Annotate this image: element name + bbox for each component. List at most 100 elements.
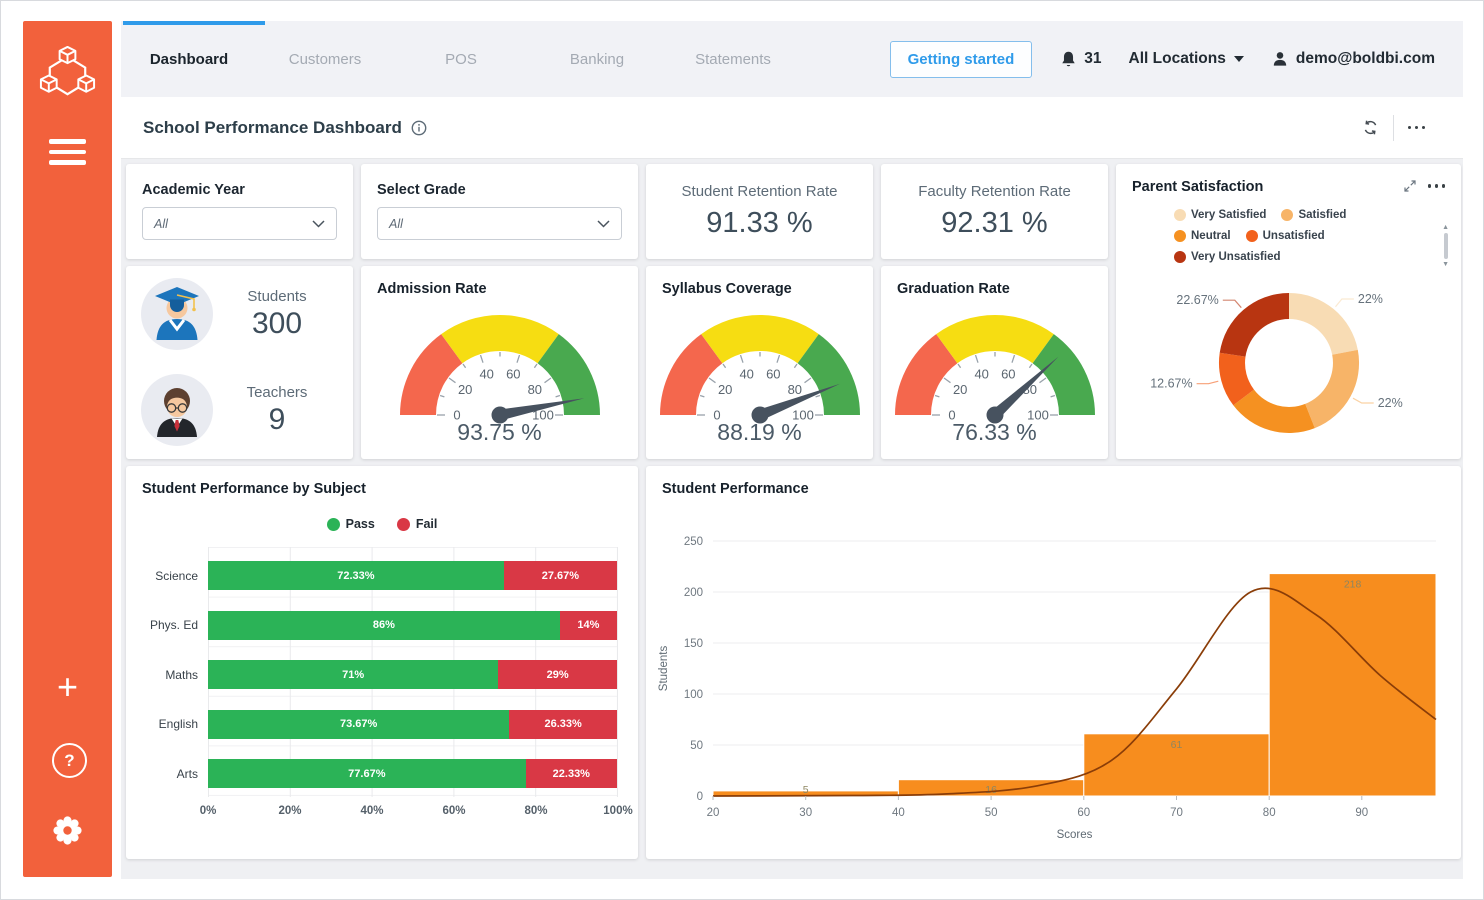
subject-bar-row: Science 72.33% 27.67%: [155, 561, 617, 590]
donut-slice: [1232, 389, 1315, 433]
histogram-chart[interactable]: 0 50 100 150 200 250 5 16 61 218 20 30 40 50 60 70 80 90 S…: [651, 499, 1456, 857]
svg-text:60: 60: [506, 367, 520, 382]
donut-slice: [1218, 352, 1254, 406]
widget-title: Student Performance by Subject: [142, 481, 366, 497]
widget-more-icon[interactable]: [1427, 184, 1445, 188]
fail-bar-segment[interactable]: 14%: [559, 610, 617, 640]
x-axis-title: Scores: [1057, 829, 1093, 841]
location-selector[interactable]: All Locations: [1129, 50, 1244, 68]
add-icon[interactable]: +: [56, 666, 79, 707]
legend-scrollbar[interactable]: ▲ ▼: [1442, 224, 1449, 268]
gauge-band: [894, 334, 957, 415]
filter-academic-year: Academic Year All: [126, 164, 353, 259]
donut-legend: Very Satisfied Satisfied Neutral Unsatisfie…: [1174, 209, 1414, 263]
legend-item-fail[interactable]: Fail: [396, 517, 438, 531]
tab-pos[interactable]: POS: [445, 50, 477, 68]
legend-item[interactable]: Very Satisfied: [1174, 209, 1266, 221]
bar-value-label: 218: [1344, 579, 1362, 591]
tab-customers[interactable]: Customers: [288, 50, 362, 68]
donut-chart[interactable]: 22% 22% 12.67% 22.67%: [1119, 271, 1459, 456]
gauge-needle: [498, 398, 584, 421]
gauge-needle: [757, 383, 840, 421]
grade-select[interactable]: All: [377, 207, 622, 240]
caret-down-icon: [1233, 56, 1244, 62]
dashboard-header: School Performance Dashboard: [121, 97, 1463, 159]
donut-slice-label: 22.67%: [1176, 293, 1218, 307]
donut-slice-label: 22%: [1377, 396, 1402, 410]
settings-gear-icon[interactable]: [50, 813, 85, 848]
refresh-icon[interactable]: [1348, 113, 1393, 142]
pass-bar-segment[interactable]: 77.67%: [208, 759, 526, 789]
tab-dashboard[interactable]: Dashboard: [121, 21, 265, 97]
x-axis-labels: 0% 20% 40% 60% 80% 100%: [200, 805, 633, 821]
hamburger-menu-icon[interactable]: [49, 139, 86, 171]
tab-banking[interactable]: Banking: [569, 50, 625, 68]
svg-text:0: 0: [713, 408, 720, 423]
legend-item[interactable]: Neutral: [1174, 230, 1231, 242]
scrollbar-thumb[interactable]: [1443, 233, 1448, 259]
subject-bar-track: 72.33% 27.67%: [208, 561, 617, 590]
legend-dot-icon: [1174, 230, 1186, 242]
notifications-button[interactable]: 31: [1059, 50, 1102, 69]
svg-text:80: 80: [787, 382, 801, 397]
gauge-band: [797, 334, 860, 415]
stacked-bar-plot[interactable]: Science 72.33% 27.67% Phys. Ed 86% 14% Maths 71…: [150, 547, 618, 797]
scroll-down-icon[interactable]: ▼: [1442, 261, 1449, 268]
count-value: 300: [251, 306, 303, 340]
widget-title: Admission Rate: [377, 281, 487, 297]
widget-title: Parent Satisfaction: [1132, 179, 1264, 195]
fail-bar-segment[interactable]: 22.33%: [525, 759, 617, 789]
legend-item[interactable]: Unsatisfied: [1245, 230, 1325, 242]
pass-bar-segment[interactable]: 72.33%: [208, 561, 504, 590]
legend-item[interactable]: Satisfied: [1281, 209, 1346, 221]
y-tick-label: 200: [684, 587, 703, 599]
legend-label: Satisfied: [1298, 209, 1347, 221]
kpi-faculty-retention: Faculty Retention Rate 92.31 %: [881, 164, 1108, 259]
bar-value-label: 61: [1171, 739, 1183, 751]
x-axis-tick-label: 0%: [199, 805, 217, 817]
svg-text:20: 20: [717, 382, 731, 397]
nav-tabs: Dashboard Customers POS Banking Statemen…: [121, 21, 801, 97]
legend-label: Fail: [415, 517, 438, 531]
getting-started-button[interactable]: Getting started: [889, 40, 1033, 78]
legend-item[interactable]: Very Unsatisfied: [1174, 251, 1280, 263]
select-value: All: [154, 216, 168, 231]
fail-bar-segment[interactable]: 29%: [498, 660, 617, 690]
y-tick-label: 100: [684, 689, 703, 701]
x-axis-tick-label: 40%: [360, 805, 384, 817]
pass-bar-segment[interactable]: 86%: [208, 610, 560, 640]
help-icon[interactable]: ?: [52, 743, 87, 778]
student-avatar: [141, 278, 213, 350]
filter-label: Academic Year: [142, 182, 245, 198]
widget-title: Syllabus Coverage: [662, 281, 792, 297]
x-tick-label: 50: [985, 807, 998, 819]
legend-label: Neutral: [1191, 230, 1231, 242]
more-options-icon[interactable]: [1394, 120, 1440, 136]
donut-slice: [1219, 292, 1289, 357]
legend-item-pass[interactable]: Pass: [326, 517, 375, 531]
parent-satisfaction-card: Parent Satisfaction Very Satisfied Satisf…: [1116, 164, 1461, 459]
x-tick-label: 60: [1077, 807, 1090, 819]
y-tick-label: 250: [684, 536, 703, 548]
syllabus-coverage-gauge[interactable]: 0 20 40 60 80 100: [645, 297, 875, 429]
maximize-icon[interactable]: [1403, 180, 1416, 192]
subject-performance-card: Student Performance by Subject Pass Fail…: [126, 466, 638, 859]
pass-bar-segment[interactable]: 73.67%: [208, 709, 510, 739]
scroll-up-icon[interactable]: ▲: [1442, 224, 1449, 231]
user-menu[interactable]: demo@boldbi.com: [1271, 50, 1435, 68]
fail-bar-segment[interactable]: 27.67%: [503, 561, 617, 590]
widget-title: Graduation Rate: [897, 281, 1010, 297]
y-tick-label: 50: [690, 740, 703, 752]
info-icon[interactable]: [411, 120, 427, 136]
admission-rate-gauge[interactable]: 0 20 40 60 80 100: [385, 297, 615, 429]
gauge-value: 93.75 %: [457, 419, 542, 445]
top-navigation: Dashboard Customers POS Banking Statemen…: [121, 21, 1463, 97]
tab-statements[interactable]: Statements: [695, 50, 771, 68]
fail-dot-icon: [396, 517, 410, 531]
subject-bar-row: Maths 71% 29%: [165, 660, 617, 690]
academic-year-select[interactable]: All: [142, 207, 337, 240]
pass-bar-segment[interactable]: 71%: [208, 660, 499, 690]
fail-bar-segment[interactable]: 26.33%: [509, 709, 617, 739]
